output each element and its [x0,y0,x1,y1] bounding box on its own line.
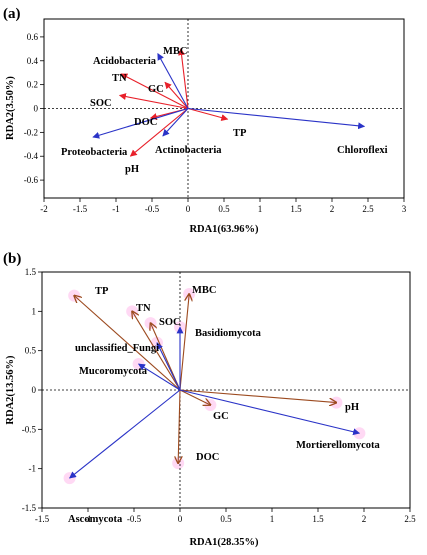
y-tick-label: -1.5 [22,503,37,513]
label-b-gc: GC [213,411,229,422]
vector-a-soc [118,93,189,110]
label-a-chloroflexi: Chloroflexi [337,145,388,156]
vector-a-ph [129,108,189,157]
x-tick-label: 2.5 [404,514,416,524]
y-tick-label: 0.4 [27,56,39,66]
vector-b-mbc [179,294,189,391]
label-a-gc: GC [148,84,164,95]
vector-a-tn [120,73,189,109]
y-tick-label: 0.6 [27,32,39,42]
x-tick-label: -1 [84,514,92,524]
vector-a-chloroflexi [187,107,366,130]
y-tick-label: 0.2 [27,80,38,90]
label-b-doc: DOC [196,452,219,463]
x-tick-label: 2 [330,204,335,214]
vector-a-tp [187,107,229,121]
vector-a-actinobacteria [162,108,189,137]
panel-a-axes: -2 -1.5 -1 -0.5 0 0.5 1 1.5 2 2.5 3 -0.6 -0.4 -0.2 0 0.… [24,19,407,214]
panel-b-y-axis-title: RDA2(13.56%) [5,355,16,425]
label-a-soc: SOC [90,98,112,109]
x-tick-label: 1 [258,204,263,214]
y-tick-label: 1 [32,306,37,316]
label-b-soc: SOC [159,317,181,328]
vector-b-mucoromycota [138,363,181,391]
label-b-tn: TN [136,303,151,314]
x-tick-label: -1 [112,204,120,214]
label-b-ascomycota: Ascomycota [68,514,123,525]
label-a-actinobacteria: Actinobacteria [155,145,222,156]
x-tick-label: 1 [270,514,275,524]
label-b-tp: TP [95,286,109,297]
vector-a-acidobacteria [157,52,189,109]
x-tick-label: 0 [186,204,191,214]
label-a-proteobacteria: Proteobacteria [61,147,128,158]
panel-a-label: (a) [3,6,21,22]
label-b-unclassified-fungi: unclassified_Fungi [75,343,159,354]
label-a-doc: DOC [134,117,157,128]
vector-a-proteobacteria [92,107,189,139]
y-tick-label: -0.4 [24,151,39,161]
x-tick-label: -2 [40,204,48,214]
x-tick-label: -1.5 [35,514,50,524]
x-tick-label: 0.5 [218,204,230,214]
x-tick-label: 1.5 [290,204,302,214]
vector-b-doc [178,389,180,463]
panel-a-y-axis-title: RDA2(3.50%) [5,76,16,140]
x-tick-label: -1.5 [73,204,88,214]
x-tick-label: 0.5 [220,514,232,524]
label-b-mbc: MBC [192,285,217,296]
x-tick-label: 2 [362,514,367,524]
label-a-tn: TN [112,73,127,84]
label-a-tp: TP [233,128,247,139]
vector-b-ph [179,389,336,403]
x-tick-label: 2.5 [362,204,374,214]
y-tick-label: 0 [34,104,39,114]
panel-a-x-axis-title: RDA1(63.96%) [189,224,259,235]
panel-b-label: (b) [3,251,21,267]
panel-b-vectors [69,294,361,479]
vector-b-ascomycota [69,389,181,479]
vector-a-gc [164,81,189,109]
vector-b-gc [179,389,210,405]
x-tick-label: 3 [402,204,407,214]
vector-a-mbc [178,48,189,109]
label-a-mbc: MBC [163,46,188,57]
y-tick-label: -0.2 [24,127,38,137]
y-tick-label: 1.5 [25,267,37,277]
y-tick-label: 0.5 [25,346,37,356]
panel-b: (b) -1.5 -1 -0.5 0 0.5 1 1.5 2 2.5 -1.5 -1 -0.5 0 0.5… [3,251,416,548]
x-tick-label: -0.5 [145,204,160,214]
label-b-mucoromycota: Mucoromycota [79,366,148,377]
vector-b-mortierellomycota [179,389,361,436]
label-a-acidobacteria: Acidobacteria [93,56,157,67]
label-a-ph: pH [125,164,139,175]
x-tick-label: 1.5 [312,514,324,524]
x-tick-label: -0.5 [127,514,142,524]
vector-b-unclassified-fungi [156,342,181,391]
y-tick-label: -0.5 [22,424,37,434]
panel-a-vectors [92,48,366,157]
vector-b-tn [132,311,181,391]
y-tick-label: -1 [29,464,37,474]
vector-b-tp [74,296,181,391]
panel-b-axes: -1.5 -1 -0.5 0 0.5 1 1.5 2 2.5 -1.5 -1 -0.5 0 0.5 1 1.5 [22,267,416,524]
label-b-ph: pH [345,402,359,413]
panel-b-x-axis-title: RDA1(28.35%) [189,537,259,548]
panel-a: (a) -2 -1.5 -1 -0.5 0 0.5 1 1.5 2 2.5 3 -0.6 -0.4 -0.… [3,6,407,235]
y-tick-label: -0.6 [24,175,39,185]
x-tick-label: 0 [178,514,183,524]
label-b-basidiomycota: Basidiomycota [195,328,262,339]
label-b-mortierellomycota: Mortierellomycota [296,440,381,451]
y-tick-label: 0 [32,385,37,395]
